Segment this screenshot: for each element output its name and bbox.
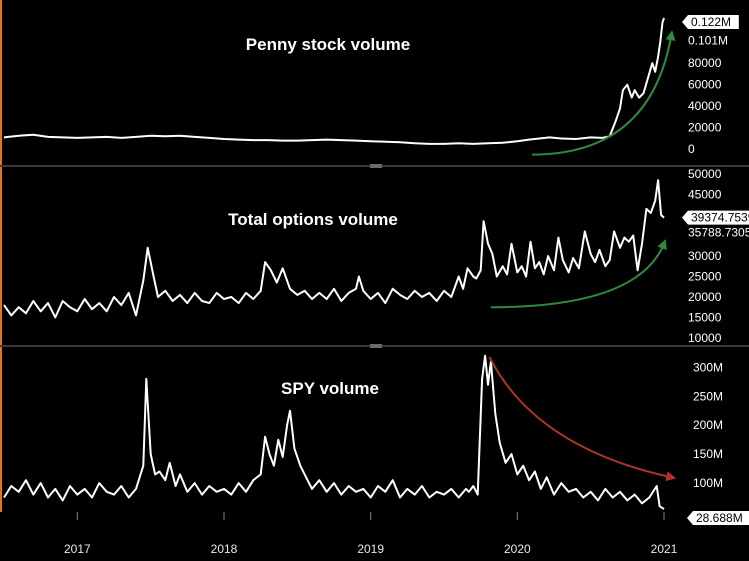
y-tick-label: 20000: [688, 290, 722, 304]
y-tick-label: 20000: [688, 121, 722, 135]
panel-resize-handle[interactable]: [370, 344, 382, 348]
y-tick-label: 250M: [693, 389, 723, 403]
y-tick-label: 80000: [688, 56, 722, 70]
x-tick-label: 2018: [211, 542, 238, 556]
series-line: [3, 179, 665, 319]
y-tick-label: 30000: [688, 249, 722, 263]
x-tick-label: 2020: [504, 542, 531, 556]
last-value-badge: 0.122M: [682, 15, 739, 29]
chart-title: SPY volume: [281, 379, 379, 398]
y-tick-label: 10000: [688, 331, 722, 345]
x-axis: 2017 2018 2019 2020 2021: [64, 512, 678, 556]
y-tick-label: 150M: [693, 447, 723, 461]
series-line: [3, 17, 665, 145]
last-value-label: 39374.7539: [691, 211, 749, 225]
trend-arrow: [490, 239, 667, 309]
chart-panel-1: Penny stock volume 0.101M 80000 60000 40000 2…: [3, 15, 739, 156]
y-tick-label: 100M: [693, 476, 723, 490]
x-tick-label: 2017: [64, 542, 91, 556]
last-value-label: 0.122M: [691, 15, 731, 29]
last-value-badge: 28.688M: [687, 511, 749, 525]
y-tick-label: 60000: [688, 78, 722, 92]
left-edge-accent: [0, 0, 2, 512]
last-value-badge-bg: [682, 210, 749, 225]
series-line: [3, 354, 665, 510]
y-tick-label: 200M: [693, 418, 723, 432]
trend-arrow: [531, 30, 676, 156]
y-tick-label: 0: [688, 142, 695, 156]
y-tick-label: 300M: [693, 360, 723, 374]
last-value-badge: 39374.7539: [682, 210, 749, 225]
panel-resize-handle[interactable]: [370, 164, 382, 168]
last-value-badge-bg: [682, 15, 739, 29]
chart-title: Penny stock volume: [246, 35, 410, 54]
trend-arrow: [488, 356, 677, 482]
x-tick-label: 2021: [651, 542, 678, 556]
y-tick-label: 35788.7305: [688, 225, 749, 239]
last-value-badge-bg: [687, 511, 749, 525]
y-tick-label: 25000: [688, 269, 722, 283]
chart-panel-3: SPY volume 300M 250M 200M 150M 100M 28.688M: [3, 354, 749, 525]
chart-background: [0, 0, 749, 512]
y-tick-label: 40000: [688, 99, 722, 113]
last-value-label: 28.688M: [696, 511, 743, 525]
chart-panel-2: Total options volume 50000 45000 35788.7305…: [3, 167, 749, 345]
y-tick-label: 45000: [688, 188, 722, 202]
chart-title: Total options volume: [228, 210, 398, 229]
y-tick-label: 0.101M: [688, 34, 728, 48]
y-tick-label: 50000: [688, 167, 722, 181]
y-tick-label: 15000: [688, 310, 722, 324]
x-tick-label: 2019: [357, 542, 384, 556]
chart-panels: Penny stock volume 0.101M 80000 60000 40000 2…: [3, 15, 749, 525]
